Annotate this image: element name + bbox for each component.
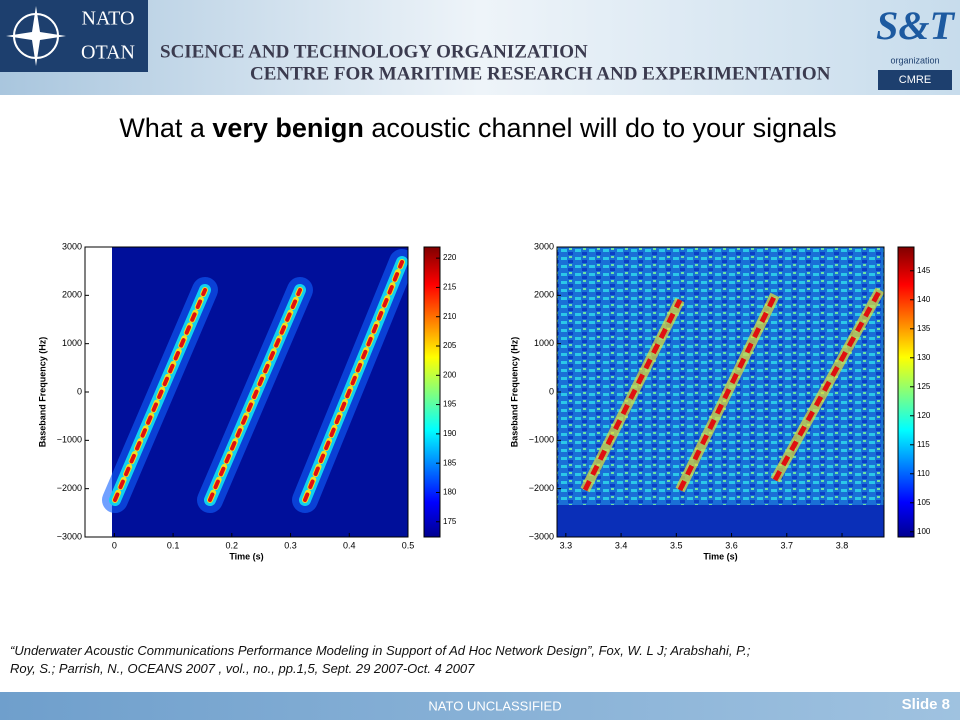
colorbar-tick-label: 105 — [917, 498, 931, 507]
citation-line: “Underwater Acoustic Communications Perf… — [10, 643, 751, 658]
spectrogram-image — [557, 247, 884, 537]
title-part: What a — [119, 113, 212, 143]
x-tick-label: 3.3 — [560, 540, 573, 550]
y-tick-label: −2000 — [57, 483, 82, 493]
x-tick-label: 3.5 — [670, 540, 683, 550]
colorbar-tick-label: 205 — [443, 341, 457, 350]
y-tick-label: 0 — [77, 386, 82, 396]
colorbar-tick-label: 210 — [443, 312, 457, 321]
colorbar-tick-label: 180 — [443, 488, 457, 497]
x-tick-label: 0 — [112, 540, 117, 550]
colorbar-tick-label: 200 — [443, 370, 457, 379]
y-tick-label: 1000 — [534, 338, 554, 348]
footer-band — [0, 692, 960, 720]
y-tick-label: −2000 — [529, 483, 554, 493]
citation: “Underwater Acoustic Communications Perf… — [10, 642, 750, 678]
citation-line: Roy, S.; Parrish, N., OCEANS 2007 , vol.… — [10, 661, 475, 676]
colorbar-tick-label: 130 — [917, 353, 931, 362]
st-logo-sub: organization — [890, 55, 939, 65]
cmre-box — [878, 70, 952, 90]
colorbar-tick-label: 100 — [917, 527, 931, 536]
colorbar-tick-label: 190 — [443, 429, 457, 438]
x-tick-label: 0.3 — [284, 540, 297, 550]
colorbar-tick-label: 185 — [443, 458, 457, 467]
y-axis-label: Baseband Frequency (Hz) — [509, 337, 519, 448]
x-tick-label: 3.7 — [781, 540, 794, 550]
org-name: NATO — [82, 8, 135, 30]
colorbar — [424, 247, 440, 537]
x-tick-label: 0.1 — [167, 540, 180, 550]
y-tick-label: −3000 — [57, 531, 82, 541]
org-name: OTAN — [81, 42, 135, 64]
org-line: CENTRE FOR MARITIME RESEARCH AND EXPERIM… — [250, 63, 831, 84]
y-tick-label: 0 — [549, 386, 554, 396]
slide-number: Slide 8 — [902, 696, 950, 713]
x-tick-label: 0.4 — [343, 540, 356, 550]
colorbar-frame — [423, 246, 441, 538]
y-tick-label: 2000 — [534, 290, 554, 300]
colorbar-tick-label: 110 — [917, 469, 930, 478]
classification: NATO UNCLASSIFIED — [428, 698, 561, 713]
y-tick-label: −1000 — [529, 435, 554, 445]
nato-star — [6, 6, 66, 66]
title-bold: very benign — [212, 113, 364, 143]
y-tick-label: 3000 — [534, 241, 554, 251]
org-line: SCIENCE AND TECHNOLOGY ORGANIZATION — [160, 41, 588, 62]
colorbar-tick-label: 145 — [917, 266, 931, 275]
y-tick-label: −3000 — [529, 531, 554, 541]
colorbar-frame — [897, 246, 915, 538]
title-part: acoustic channel will do to your signals — [364, 113, 837, 143]
cmre-logo: CMRE — [899, 74, 931, 86]
header-band — [0, 0, 960, 95]
colorbar-tick-label: 115 — [917, 440, 930, 449]
colorbar-tick-label: 140 — [917, 295, 931, 304]
st-logo: S&T — [876, 3, 955, 48]
colorbar-tick-label: 120 — [917, 411, 931, 420]
colorbar — [898, 247, 914, 537]
y-tick-label: 1000 — [62, 338, 82, 348]
spectrogram-image — [85, 247, 408, 537]
colorbar-tick-label: 215 — [443, 283, 457, 292]
y-axis-label: Baseband Frequency (Hz) — [37, 337, 47, 448]
slide-title: What a very benign acoustic channel will… — [119, 113, 836, 143]
colorbar-tick-label: 135 — [917, 324, 931, 333]
x-axis-label: Time (s) — [703, 551, 737, 561]
x-tick-label: 3.8 — [836, 540, 849, 550]
y-tick-label: 3000 — [62, 241, 82, 251]
x-tick-label: 0.2 — [226, 540, 239, 550]
y-tick-label: −1000 — [57, 435, 82, 445]
x-tick-label: 0.5 — [402, 540, 415, 550]
x-tick-label: 3.4 — [615, 540, 628, 550]
colorbar-tick-label: 175 — [443, 517, 457, 526]
colorbar-tick-label: 195 — [443, 400, 457, 409]
colorbar-tick-label: 220 — [443, 253, 457, 262]
x-axis-label: Time (s) — [229, 551, 263, 561]
x-tick-label: 3.6 — [725, 540, 738, 550]
y-tick-label: 2000 — [62, 290, 82, 300]
colorbar-tick-label: 125 — [917, 382, 931, 391]
